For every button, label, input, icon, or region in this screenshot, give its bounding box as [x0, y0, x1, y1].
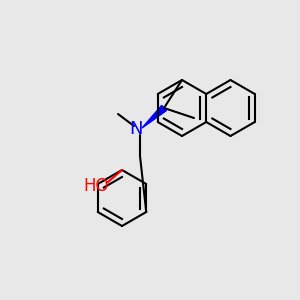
Text: N: N	[129, 120, 143, 138]
Polygon shape	[142, 105, 167, 128]
Text: HO: HO	[83, 177, 109, 195]
